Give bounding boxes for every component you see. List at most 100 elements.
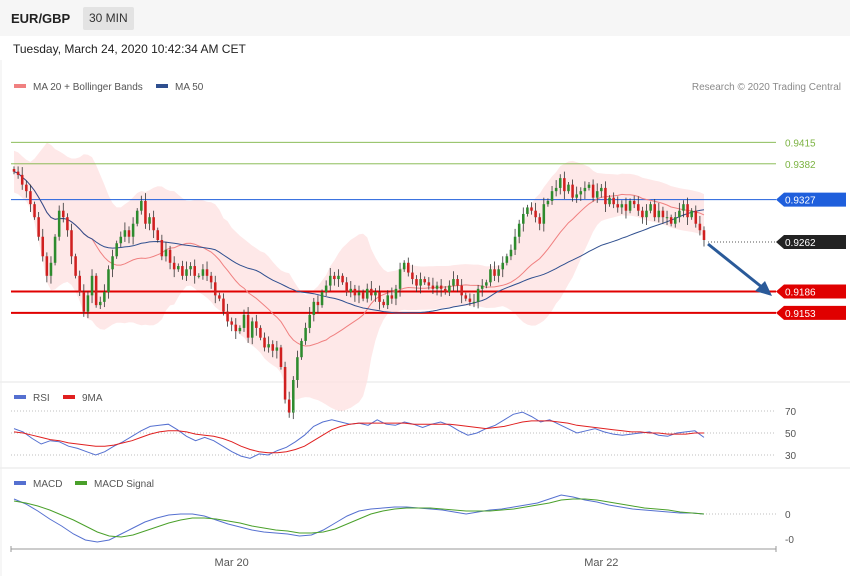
candle-body bbox=[98, 301, 102, 306]
macd-tick-1: -0 bbox=[785, 535, 794, 546]
candle-body bbox=[292, 380, 295, 413]
candle-body bbox=[464, 295, 468, 299]
candle-body bbox=[33, 204, 36, 218]
candle-body bbox=[394, 288, 398, 299]
candle-body bbox=[70, 230, 73, 257]
timeframe-badge[interactable]: 30 MIN bbox=[83, 7, 134, 30]
candle-body bbox=[283, 366, 287, 400]
candle-body bbox=[571, 184, 574, 198]
projection-arrow-head bbox=[755, 281, 772, 296]
bollinger-band bbox=[14, 142, 704, 412]
candle-body bbox=[205, 269, 209, 276]
candle-body bbox=[242, 314, 246, 328]
candle-body bbox=[140, 200, 143, 211]
candle-body bbox=[25, 184, 28, 192]
candle-body bbox=[57, 210, 61, 237]
candle-body bbox=[452, 279, 455, 286]
candle-body bbox=[193, 266, 196, 276]
candle-body bbox=[583, 187, 587, 192]
candle-body bbox=[226, 311, 229, 322]
candle-body bbox=[513, 236, 517, 250]
legend-label-rsi: RSI bbox=[33, 393, 50, 404]
candle-body bbox=[398, 269, 402, 289]
candle-body bbox=[337, 275, 340, 280]
x-tick-Mar-20: Mar 20 bbox=[215, 557, 249, 569]
candle-body bbox=[160, 240, 164, 257]
macd-lines bbox=[13, 494, 705, 543]
candle-body bbox=[509, 249, 513, 257]
candle-body bbox=[222, 298, 225, 312]
candle-body bbox=[12, 169, 16, 172]
candle-body bbox=[328, 275, 332, 286]
candle-body bbox=[353, 288, 357, 296]
candle-body bbox=[624, 204, 628, 211]
chart-datetime: Tuesday, March 24, 2020 10:42:34 AM CET bbox=[13, 42, 246, 56]
candle-body bbox=[78, 275, 81, 293]
candle-body bbox=[300, 340, 303, 358]
candle-body bbox=[287, 399, 291, 413]
candle-body bbox=[448, 285, 451, 293]
candle-body bbox=[341, 275, 344, 283]
legend-swatch-ma20 bbox=[14, 84, 26, 88]
candle-body bbox=[259, 327, 262, 338]
candle-body bbox=[653, 204, 656, 218]
candle-body bbox=[522, 213, 525, 224]
candle-body bbox=[263, 337, 266, 348]
candle-body bbox=[657, 210, 661, 218]
candle-body bbox=[119, 236, 123, 244]
candle-body bbox=[123, 230, 127, 237]
candle-body bbox=[267, 344, 270, 348]
rsi-tick-70: 70 bbox=[785, 407, 797, 418]
candle-body bbox=[189, 266, 192, 270]
candle-body bbox=[575, 194, 578, 198]
chart-credit: Research © 2020 Trading Central bbox=[692, 82, 841, 93]
macd-tick-0: 0 bbox=[785, 510, 791, 521]
level-tag-0.9153 bbox=[776, 305, 846, 320]
candle-body bbox=[66, 217, 69, 231]
candle-body bbox=[152, 217, 155, 231]
candle-body bbox=[665, 217, 669, 219]
candle-body bbox=[349, 288, 353, 293]
candle-body bbox=[386, 295, 390, 306]
top-bar: EUR/GBP 30 MIN bbox=[0, 0, 850, 36]
candle-body bbox=[579, 191, 583, 195]
candle-body bbox=[316, 301, 320, 306]
candle-body bbox=[632, 200, 636, 205]
legend-swatch-ma50 bbox=[156, 84, 168, 88]
candle-body bbox=[612, 197, 615, 205]
candle-body bbox=[649, 204, 652, 211]
candle-body bbox=[246, 314, 250, 338]
projection-arrow bbox=[707, 242, 772, 296]
candle-body bbox=[172, 262, 176, 270]
macd-gridlines: 0 -0 bbox=[700, 510, 794, 546]
candle-body bbox=[213, 282, 217, 296]
candle-body bbox=[111, 256, 114, 270]
candle-body bbox=[62, 210, 65, 218]
candle-body bbox=[296, 357, 299, 380]
candle-body bbox=[505, 256, 509, 263]
candle-body bbox=[82, 292, 86, 312]
rsi-gridlines: 70 50 30 bbox=[11, 407, 797, 462]
candle-body bbox=[238, 327, 242, 332]
legend-swatch-rsi bbox=[14, 395, 26, 399]
candle-body bbox=[357, 292, 361, 296]
candle-body bbox=[472, 301, 476, 303]
level-label-0.9382: 0.9382 bbox=[785, 160, 816, 171]
main-legend: MA 20 + Bollinger Bands MA 50 bbox=[14, 82, 204, 93]
candle-body bbox=[148, 217, 151, 224]
macd-legend: MACD MACD Signal bbox=[14, 479, 154, 490]
rsi-tick-30: 30 bbox=[785, 451, 797, 462]
candle-body bbox=[694, 210, 698, 224]
candle-body bbox=[365, 288, 369, 299]
candle-body bbox=[443, 288, 447, 293]
rsi-legend: RSI 9MA bbox=[14, 393, 103, 404]
candle-body bbox=[103, 292, 106, 302]
candle-body bbox=[361, 292, 365, 299]
candle-body bbox=[616, 204, 620, 208]
candle-body bbox=[678, 210, 681, 218]
candle-body bbox=[591, 184, 595, 198]
candle-body bbox=[702, 230, 706, 240]
candle-body bbox=[534, 210, 537, 218]
level-label-0.9415: 0.9415 bbox=[785, 138, 816, 149]
